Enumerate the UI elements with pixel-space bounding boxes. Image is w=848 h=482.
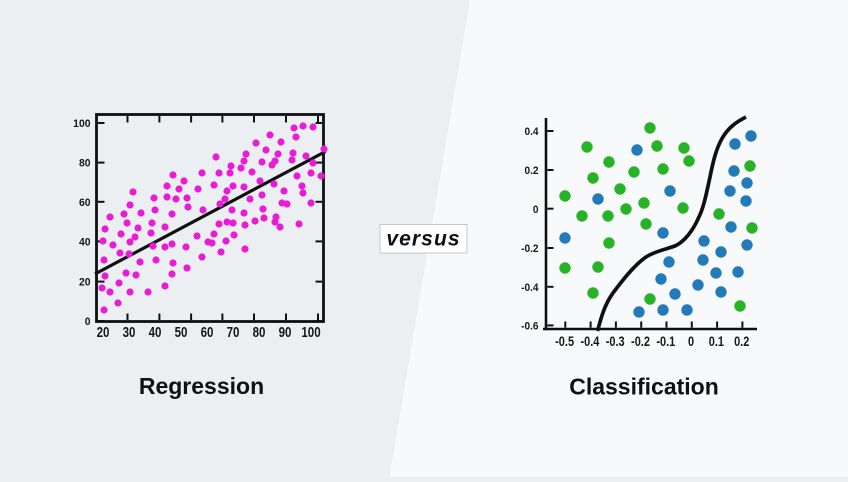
svg-text:30: 30 [123,323,136,340]
svg-text:-0.4: -0.4 [580,334,599,350]
svg-text:-0.5: -0.5 [555,334,574,350]
svg-text:Regression: Regression [139,373,264,399]
svg-text:0.1: 0.1 [709,334,724,350]
svg-text:60: 60 [79,197,91,209]
svg-text:0: 0 [533,203,539,215]
svg-text:-0.2: -0.2 [521,243,539,255]
svg-text:0: 0 [85,316,91,328]
svg-text:0.2: 0.2 [734,334,749,350]
svg-text:20: 20 [97,323,110,340]
svg-text:0: 0 [688,334,694,350]
svg-text:40: 40 [79,236,91,248]
svg-text:100: 100 [73,118,90,130]
svg-text:70: 70 [227,323,240,340]
svg-text:-0.3: -0.3 [606,334,625,350]
svg-text:versus: versus [386,228,460,251]
svg-text:80: 80 [79,157,91,169]
svg-text:90: 90 [279,323,292,340]
svg-text:60: 60 [201,323,214,340]
svg-text:40: 40 [149,323,162,340]
svg-text:-0.4: -0.4 [521,282,539,294]
svg-text:-0.6: -0.6 [521,320,539,332]
svg-text:100: 100 [301,323,320,340]
svg-text:80: 80 [253,323,266,340]
svg-text:20: 20 [79,276,91,288]
svg-text:0.4: 0.4 [524,126,538,138]
svg-text:50: 50 [175,323,188,340]
svg-text:Classification: Classification [569,374,719,400]
svg-text:-0.2: -0.2 [631,334,650,350]
svg-text:-0.1: -0.1 [656,334,675,350]
svg-text:0.2: 0.2 [524,165,538,177]
